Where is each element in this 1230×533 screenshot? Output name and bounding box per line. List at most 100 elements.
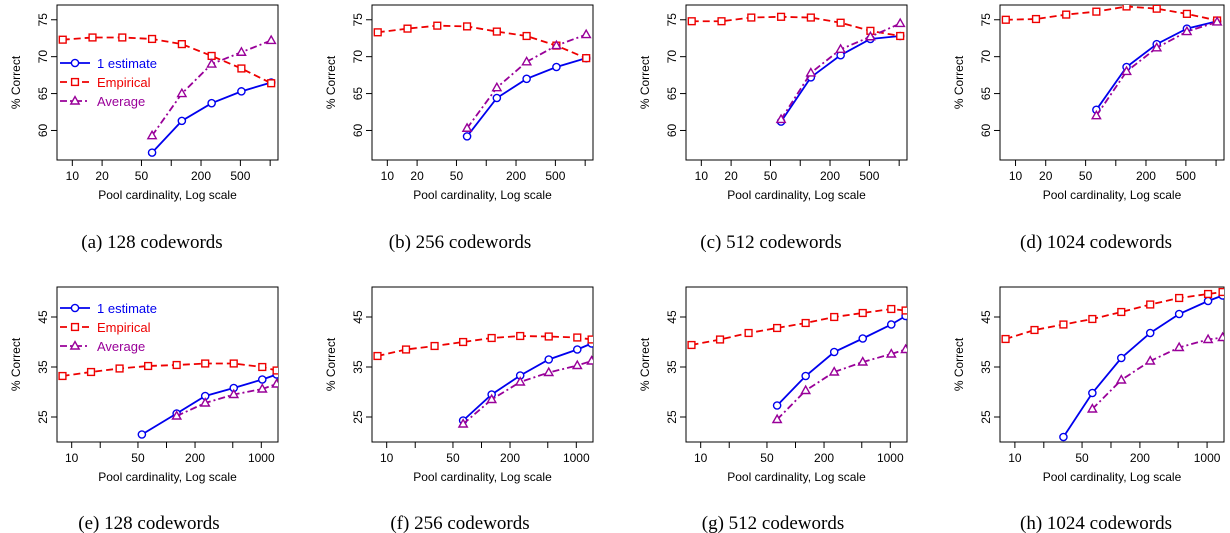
chart-panel-2: 10 20 50 200 500 60 65 70 75 Pool cardinality, Lo…	[638, 4, 908, 253]
legend-marker-circle	[70, 303, 80, 313]
y-tick-label: 45	[665, 310, 679, 324]
x-tick-label: 1000	[563, 451, 590, 465]
series-line-average	[462, 360, 592, 425]
x-tick-label: 500	[859, 169, 879, 183]
data-point-square	[687, 340, 696, 350]
legend-marker-triangle	[69, 340, 81, 350]
data-point-square	[86, 367, 96, 377]
data-point-circle	[207, 98, 216, 108]
x-axis-title: Pool cardinality, Log scale	[413, 188, 552, 202]
data-point-triangle	[1217, 331, 1224, 342]
panel-caption: (h) 1024 codewords	[1020, 513, 1172, 533]
data-point-circle	[257, 375, 267, 384]
data-point-triangle	[857, 356, 869, 366]
data-point-triangle	[1181, 25, 1193, 36]
plot-frame	[371, 286, 594, 443]
data-point-circle	[1059, 432, 1068, 442]
data-point-circle	[829, 347, 839, 357]
x-tick-label: 20	[724, 169, 738, 183]
x-tick-label: 10	[380, 451, 394, 465]
series-line-average	[466, 33, 587, 129]
y-tick-label: 35	[665, 360, 679, 374]
data-point-square	[1001, 15, 1010, 24]
data-point-triangle	[828, 366, 840, 376]
legend-marker-circle	[70, 58, 80, 68]
x-tick-label: 200	[1136, 169, 1156, 183]
y-tick-label: 60	[979, 123, 993, 137]
data-point-square	[272, 366, 278, 375]
data-point-triangle	[228, 388, 240, 399]
data-point-triangle	[865, 30, 876, 41]
y-axis-title: % Correct	[638, 337, 652, 391]
data-point-circle	[1203, 296, 1213, 306]
data-point-square	[1059, 320, 1068, 329]
data-point-triangle	[800, 384, 812, 395]
data-point-square	[773, 323, 782, 333]
data-point-square	[201, 359, 210, 368]
data-point-square	[433, 21, 442, 30]
data-point-square	[747, 13, 756, 22]
x-tick-label: 10	[1009, 169, 1023, 183]
data-point-square	[115, 364, 124, 373]
data-point-triangle	[1090, 109, 1102, 120]
legend-marker-square	[70, 77, 80, 87]
x-tick-label: 200	[185, 451, 205, 465]
plot-frame	[999, 286, 1225, 443]
x-tick-label: 1000	[1194, 451, 1221, 465]
data-point-triangle	[551, 39, 562, 50]
y-tick-label: 65	[36, 87, 50, 101]
data-point-triangle	[571, 359, 583, 370]
data-point-circle	[1174, 309, 1184, 319]
data-point-triangle	[1151, 41, 1163, 52]
series-line-one-estimate	[462, 342, 592, 422]
y-tick-label: 35	[979, 360, 993, 374]
y-tick-label: 70	[979, 50, 993, 64]
legend-label: Average	[97, 94, 145, 109]
y-tick-label: 60	[665, 123, 679, 137]
series-group	[373, 331, 593, 428]
data-point-circle	[492, 93, 502, 103]
x-tick-label: 50	[764, 169, 778, 183]
plot-frame	[56, 286, 279, 443]
series-group	[1001, 287, 1224, 442]
data-point-triangle	[271, 378, 278, 388]
data-point-square	[1203, 289, 1213, 299]
x-axis-title: Pool cardinality, Log scale	[1043, 470, 1182, 484]
data-point-triangle	[521, 56, 533, 66]
y-axis-title: % Correct	[9, 55, 23, 109]
data-point-square	[715, 335, 725, 344]
data-point-square	[776, 12, 786, 21]
data-point-triangle	[580, 28, 592, 39]
data-point-square	[1001, 334, 1010, 344]
data-point-triangle	[771, 413, 783, 424]
data-point-circle	[858, 334, 868, 343]
plot-frame	[371, 4, 594, 161]
legend-label: Empirical	[97, 75, 151, 90]
panel-caption: (e) 128 codewords	[78, 513, 219, 533]
data-point-square	[801, 318, 810, 328]
data-point-triangle	[586, 355, 593, 365]
x-tick-label: 200	[814, 451, 834, 465]
data-point-triangle	[256, 383, 268, 393]
y-tick-label: 60	[36, 123, 50, 137]
data-point-triangle	[486, 393, 498, 404]
data-point-square	[147, 34, 157, 44]
data-point-square	[492, 27, 501, 36]
series-line-empirical	[691, 15, 901, 37]
data-point-triangle	[457, 418, 469, 428]
y-tick-label: 70	[36, 50, 50, 64]
y-axis-title: % Correct	[9, 337, 23, 391]
chart-panel-1: 10 20 50 200 500 60 65 70 75 Pool cardinality, Lo…	[324, 4, 594, 253]
data-point-circle	[1116, 353, 1126, 363]
data-point-square	[806, 13, 815, 22]
chart-panel-3: 10 20 50 200 500 60 65 70 75 Pool cardinality, Lo…	[952, 4, 1225, 253]
plot-frame	[56, 4, 279, 161]
series-line-empirical	[62, 36, 272, 85]
plot-frame	[685, 4, 908, 161]
data-point-square	[830, 312, 839, 322]
chart-panel-0: 10 20 50 200 500 60 65 70 75 Pool cardinality, Lo…	[9, 4, 279, 253]
data-point-square	[462, 22, 472, 31]
y-tick-label: 25	[979, 410, 993, 424]
x-tick-label: 50	[446, 451, 460, 465]
data-point-triangle	[514, 376, 526, 386]
